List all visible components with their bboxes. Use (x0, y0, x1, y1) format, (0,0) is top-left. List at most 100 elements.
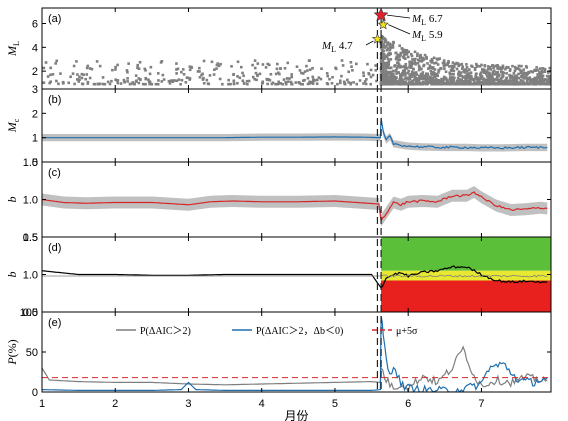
event-point (538, 70, 542, 74)
event-point (457, 81, 461, 85)
event-point (267, 63, 271, 67)
event-point (311, 82, 315, 85)
event-point (504, 66, 508, 70)
event-point (507, 82, 511, 86)
event-point (416, 77, 419, 80)
event-point (475, 82, 479, 85)
event-point (258, 72, 262, 76)
event-point (397, 63, 401, 66)
annotation-arrow (387, 14, 411, 19)
event-point (421, 71, 425, 74)
event-point (467, 74, 471, 77)
event-point (487, 81, 490, 84)
event-point (464, 68, 467, 71)
event-point (474, 75, 478, 78)
event-point (384, 69, 388, 73)
event-point (397, 58, 401, 62)
event-point (283, 66, 287, 70)
event-point (300, 71, 303, 75)
event-point (290, 75, 294, 79)
event-point (379, 69, 383, 73)
event-point (430, 76, 434, 80)
event-point (538, 67, 542, 70)
event-point (517, 81, 521, 85)
event-point (115, 79, 119, 82)
event-point (49, 73, 52, 77)
event-point (427, 81, 431, 85)
event-point (355, 62, 358, 66)
event-point (188, 65, 192, 68)
event-point (254, 71, 258, 75)
event-point (78, 75, 81, 79)
event-point (431, 67, 435, 70)
event-point (532, 77, 536, 81)
x-tick-label: 5 (332, 398, 338, 410)
event-point (465, 78, 468, 81)
event-point (238, 76, 242, 80)
event-point (422, 81, 425, 84)
event-point (423, 74, 427, 78)
event-point (253, 66, 257, 70)
event-point (189, 65, 193, 69)
event-point (528, 79, 532, 82)
event-point (522, 75, 526, 79)
event-point (390, 74, 394, 77)
event-point (401, 71, 404, 75)
event-point (522, 77, 526, 80)
event-point (93, 82, 97, 86)
event-point (496, 65, 500, 68)
event-point (399, 74, 402, 78)
event-point (49, 66, 53, 70)
panel-frame (41, 311, 552, 393)
series-line-grey (42, 345, 548, 392)
event-point (396, 61, 399, 64)
event-point (460, 67, 464, 70)
event-point (410, 73, 414, 76)
event-point (387, 52, 391, 55)
y-tick-label: 3 (32, 84, 38, 96)
event-point (419, 53, 422, 57)
event-point (355, 82, 359, 86)
event-point (381, 45, 385, 48)
event-point (180, 78, 184, 82)
event-point (547, 82, 551, 86)
y-tick-label: 0 (32, 387, 38, 399)
event-point (545, 79, 548, 83)
event-point (448, 71, 451, 75)
event-point (391, 82, 394, 86)
event-point (469, 74, 473, 78)
event-point (141, 82, 145, 86)
event-point (410, 63, 414, 66)
event-point (541, 67, 545, 70)
event-point (385, 80, 389, 84)
event-point (520, 64, 523, 68)
event-point (479, 71, 483, 74)
event-point (514, 76, 517, 80)
event-point (492, 78, 495, 82)
event-point (485, 82, 488, 85)
event-point (401, 73, 405, 77)
panel-letter: (b) (48, 94, 61, 106)
y-tick-label: 0.5 (23, 232, 38, 244)
event-point (406, 71, 410, 75)
event-point (108, 82, 112, 86)
event-point (44, 61, 48, 64)
event-point (489, 68, 493, 71)
event-point (533, 82, 536, 86)
event-point (181, 68, 185, 71)
event-point (443, 67, 446, 71)
event-point (217, 64, 221, 68)
panel-letter: (d) (48, 242, 61, 254)
event-point (389, 52, 393, 56)
event-point (410, 80, 414, 84)
event-point (85, 73, 89, 76)
event-point (436, 74, 439, 77)
event-point (268, 78, 272, 82)
event-point (465, 74, 468, 78)
event-point (479, 74, 482, 77)
event-point (486, 67, 490, 71)
event-point (547, 71, 550, 74)
event-point (347, 70, 350, 74)
event-point (399, 64, 402, 68)
